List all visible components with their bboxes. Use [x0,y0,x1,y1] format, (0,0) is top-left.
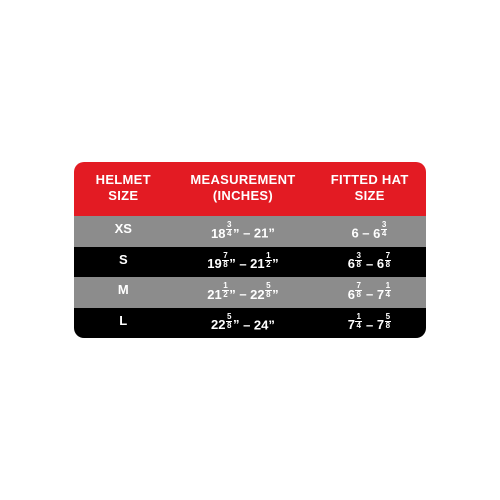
header-line: SIZE [355,188,385,203]
header-line: FITTED HAT [331,172,409,187]
table-header-row: HELMET SIZE MEASUREMENT (INCHES) FITTED … [74,162,426,217]
table-row: XS1834” – 21”6 – 634 [74,216,426,247]
cell-measurement: 1978” – 2112” [173,247,314,278]
cell-helmet-size: M [74,277,173,308]
cell-measurement: 2112” – 2258” [173,277,314,308]
table-row: S1978” – 2112”638 – 678 [74,247,426,278]
cell-fitted-hat: 6 – 634 [313,216,426,247]
cell-fitted-hat: 638 – 678 [313,247,426,278]
cell-helmet-size: L [74,308,173,339]
table-body: XS1834” – 21”6 – 634S1978” – 2112”638 – … [74,216,426,338]
cell-fitted-hat: 678 – 714 [313,277,426,308]
col-header-measurement: MEASUREMENT (INCHES) [173,162,314,217]
cell-measurement: 2258” – 24” [173,308,314,339]
col-header-helmet-size: HELMET SIZE [74,162,173,217]
cell-helmet-size: XS [74,216,173,247]
header-line: SIZE [108,188,138,203]
table-row: L2258” – 24”714 – 758 [74,308,426,339]
header-line: HELMET [96,172,151,187]
cell-fitted-hat: 714 – 758 [313,308,426,339]
cell-measurement: 1834” – 21” [173,216,314,247]
header-line: MEASUREMENT [190,172,295,187]
size-chart-table: HELMET SIZE MEASUREMENT (INCHES) FITTED … [74,162,426,339]
header-line: (INCHES) [213,188,273,203]
col-header-fitted-hat: FITTED HAT SIZE [313,162,426,217]
table-row: M2112” – 2258”678 – 714 [74,277,426,308]
cell-helmet-size: S [74,247,173,278]
